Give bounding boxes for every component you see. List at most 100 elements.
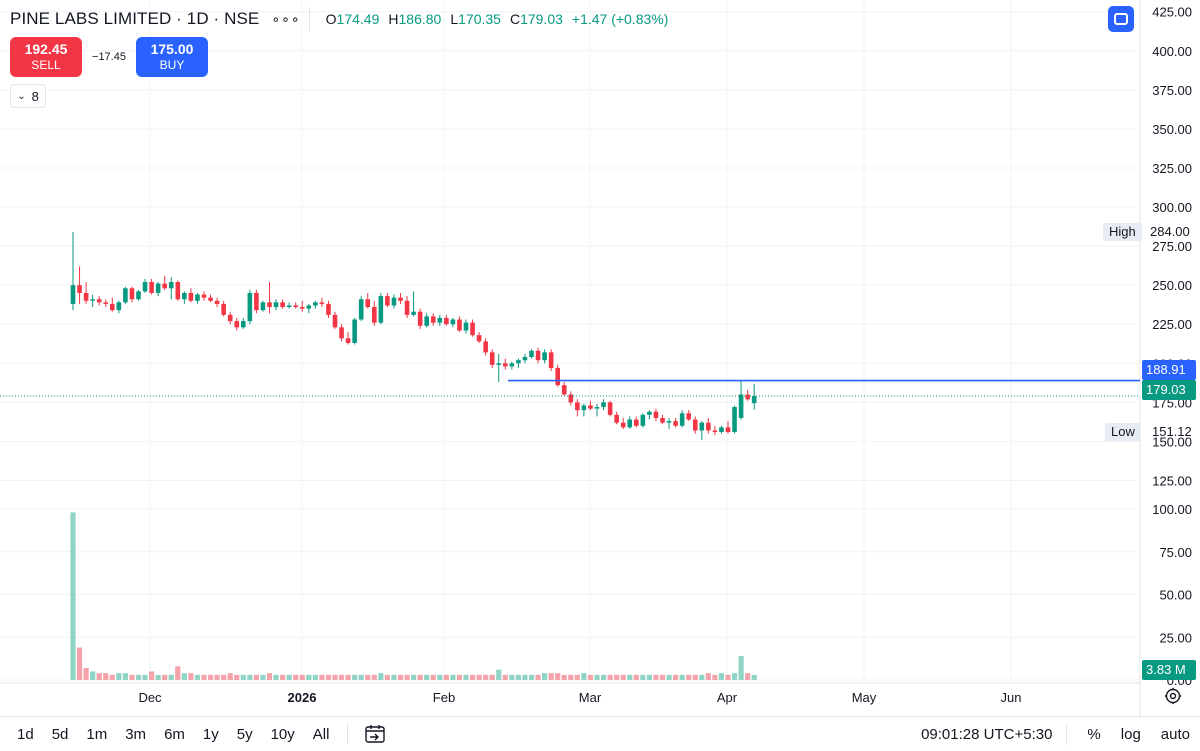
volume-bar: [607, 674, 613, 680]
volume-bar: [443, 674, 449, 680]
volume-tick-label: 25.00: [1159, 630, 1192, 645]
volume-bar: [666, 674, 672, 680]
volume-bar: [286, 674, 292, 680]
percent-toggle[interactable]: %: [1087, 726, 1101, 743]
close-label: C: [509, 11, 521, 27]
fullscreen-icon: [1114, 13, 1128, 25]
candle-body: [575, 402, 580, 411]
axis-settings-icon[interactable]: [1163, 686, 1183, 706]
price-chart[interactable]: 425.00 400.00 375.00 350.00 325.00 300.00 275.…: [0, 0, 1200, 716]
candle-body: [398, 297, 403, 301]
sell-button[interactable]: 192.45 SELL: [10, 37, 82, 77]
candle-body: [299, 307, 305, 309]
candle-body: [319, 302, 325, 304]
change-value: +1.47 (+0.83%): [571, 11, 669, 27]
volume-tick-label: 100.00: [1152, 502, 1192, 517]
trade-panel: 192.45 SELL −17.45 175.00 BUY: [10, 37, 208, 77]
price-tick-label: 150.00: [1152, 434, 1192, 449]
volume-bar: [555, 673, 561, 680]
volume-bar: [188, 673, 194, 680]
volume-bar: [260, 674, 266, 680]
sell-price: 192.45: [24, 41, 68, 57]
candlesticks: [70, 232, 757, 440]
candle-body: [372, 307, 377, 323]
volume-bar: [581, 673, 587, 680]
volume-bar: [266, 673, 273, 680]
price-tick-label: 350.00: [1152, 122, 1192, 137]
timezone-clock[interactable]: 09:01:28 UTC+5:30: [921, 726, 1053, 743]
buy-button[interactable]: 175.00 BUY: [136, 37, 208, 77]
range-1y[interactable]: 1y: [202, 725, 219, 743]
symbol-legend: PINE LABS LIMITED · 1D · NSE ∘∘∘ O 174.49…: [0, 6, 668, 32]
fullscreen-button[interactable]: [1108, 6, 1134, 32]
volume-bar: [653, 674, 659, 680]
volume-bar: [679, 674, 685, 680]
candle-body: [103, 302, 109, 304]
range-1m[interactable]: 1m: [86, 725, 108, 743]
volume-bar: [659, 674, 666, 680]
volume-bar: [299, 674, 305, 680]
range-all[interactable]: All: [312, 725, 330, 743]
price-tick-label: 325.00: [1152, 161, 1192, 176]
range-5d[interactable]: 5d: [51, 725, 69, 743]
symbol-info[interactable]: PINE LABS LIMITED · 1D · NSE ∘∘∘: [0, 7, 310, 31]
log-toggle[interactable]: log: [1120, 726, 1141, 743]
bottom-toolbar: 1d 5d 1m 3m 6m 1y 5y 10y All 09:01:28 UT…: [0, 716, 1200, 751]
range-1d[interactable]: 1d: [17, 725, 34, 743]
candle-body: [313, 302, 318, 306]
indicator-count: 8: [31, 88, 39, 104]
range-5y[interactable]: 5y: [236, 725, 253, 743]
candle-body: [476, 335, 482, 342]
volume-bar: [483, 674, 489, 680]
candle-body: [522, 357, 528, 361]
candle-body: [581, 405, 587, 411]
volume-bar: [103, 673, 109, 680]
candle-body: [201, 294, 207, 298]
candle-body: [712, 430, 718, 433]
volume-bar: [515, 674, 521, 680]
volume-bar: [247, 674, 253, 680]
candle-body: [640, 414, 646, 426]
buy-label: BUY: [159, 58, 185, 72]
volume-bar: [397, 674, 404, 680]
candle-body: [699, 422, 705, 431]
price-tick-label: 300.00: [1152, 200, 1192, 215]
candle-body: [227, 314, 233, 322]
low-tag: Low: [1105, 423, 1141, 441]
candle-body: [437, 317, 443, 323]
volume-bar: [116, 673, 122, 680]
candle-body: [660, 417, 665, 423]
volume-bar: [489, 674, 495, 680]
candle-body: [679, 413, 685, 426]
volume-bar: [699, 674, 705, 680]
volume-bar: [142, 674, 148, 680]
volume-bar: [332, 674, 338, 680]
candle-body: [411, 311, 416, 315]
candle-body: [424, 316, 429, 326]
candle-body: [647, 411, 652, 415]
range-3m[interactable]: 3m: [125, 725, 147, 743]
candle-body: [378, 296, 384, 323]
candle-body: [535, 350, 541, 361]
range-6m[interactable]: 6m: [164, 725, 185, 743]
volume-bar: [214, 674, 220, 680]
range-10y[interactable]: 10y: [270, 725, 295, 743]
toolbar-divider-right: [1066, 724, 1068, 745]
candle-body: [686, 413, 691, 420]
indicators-toggle[interactable]: ⌄ 8: [10, 84, 46, 108]
volume-bar: [345, 674, 351, 680]
candle-body: [123, 288, 128, 303]
price-tick-label: 250.00: [1152, 278, 1192, 293]
volume-bar: [90, 671, 96, 680]
candle-body: [470, 322, 475, 336]
candle-body: [241, 321, 246, 328]
volume-bar: [384, 674, 390, 680]
candle-body: [430, 316, 436, 323]
auto-toggle[interactable]: auto: [1160, 726, 1190, 743]
calendar-go-to-icon[interactable]: [364, 724, 386, 744]
candle-body: [450, 319, 456, 325]
candle-body: [332, 314, 338, 328]
candle-body: [254, 292, 259, 311]
volume-bar: [430, 674, 436, 680]
more-dots-icon[interactable]: ∘∘∘: [271, 10, 301, 27]
